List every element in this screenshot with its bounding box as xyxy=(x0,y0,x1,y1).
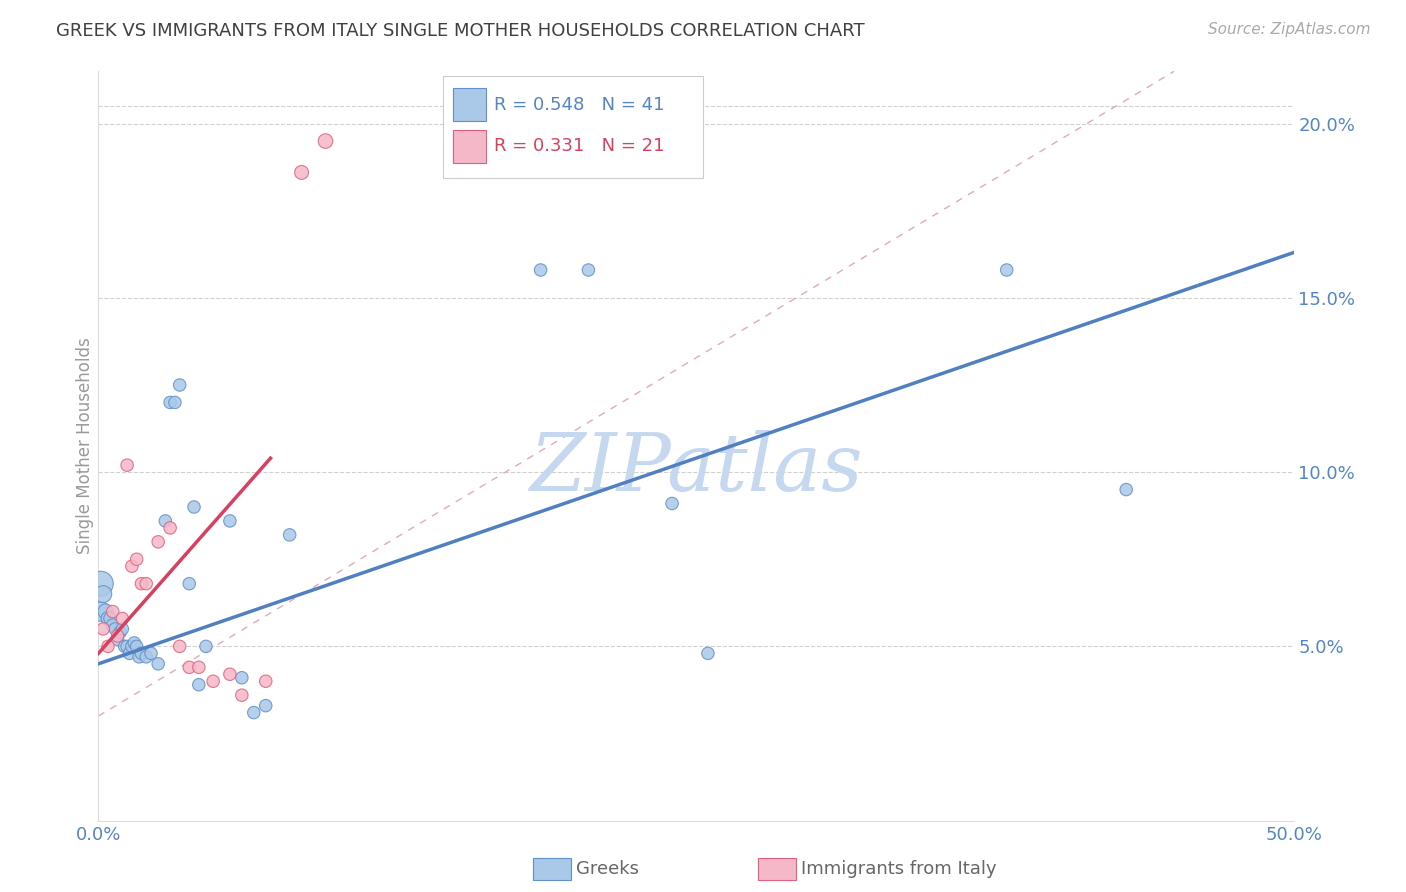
Point xyxy=(101,618,124,632)
Point xyxy=(254,698,277,713)
Point xyxy=(278,528,301,542)
Point xyxy=(243,706,266,720)
Point xyxy=(183,500,205,514)
Point xyxy=(131,646,153,660)
Point xyxy=(90,576,112,591)
Point xyxy=(219,667,242,681)
Point xyxy=(179,576,201,591)
Point xyxy=(135,649,157,664)
Text: Greeks: Greeks xyxy=(576,860,640,878)
Text: Source: ZipAtlas.com: Source: ZipAtlas.com xyxy=(1208,22,1371,37)
Point xyxy=(111,622,134,636)
Point xyxy=(111,611,134,625)
Point xyxy=(315,134,337,148)
Text: Immigrants from Italy: Immigrants from Italy xyxy=(801,860,997,878)
Point xyxy=(135,576,157,591)
Point xyxy=(131,576,153,591)
Text: ZIPatlas: ZIPatlas xyxy=(529,430,863,508)
Point xyxy=(530,263,553,277)
Point xyxy=(231,688,253,702)
Point xyxy=(169,378,191,392)
Y-axis label: Single Mother Households: Single Mother Households xyxy=(76,338,94,554)
Point xyxy=(125,552,148,566)
Point xyxy=(107,632,129,647)
Point xyxy=(108,625,131,640)
Point xyxy=(104,622,127,636)
Text: R = 0.331   N = 21: R = 0.331 N = 21 xyxy=(494,137,664,155)
Point xyxy=(101,605,124,619)
Point xyxy=(187,660,209,674)
Point xyxy=(163,395,186,409)
Point xyxy=(97,611,120,625)
Point xyxy=(125,640,148,654)
Point xyxy=(98,611,122,625)
Point xyxy=(159,521,181,535)
Point xyxy=(219,514,242,528)
Point xyxy=(202,674,225,689)
Point xyxy=(291,165,314,179)
Point xyxy=(128,649,150,664)
Point xyxy=(91,622,114,636)
Text: GREEK VS IMMIGRANTS FROM ITALY SINGLE MOTHER HOUSEHOLDS CORRELATION CHART: GREEK VS IMMIGRANTS FROM ITALY SINGLE MO… xyxy=(56,22,865,40)
Point xyxy=(115,640,138,654)
Point xyxy=(118,646,141,660)
Point xyxy=(661,496,683,510)
Text: R = 0.548   N = 41: R = 0.548 N = 41 xyxy=(494,96,664,114)
Point xyxy=(115,458,138,472)
Point xyxy=(195,640,218,654)
Point xyxy=(124,636,146,650)
Point xyxy=(107,629,129,643)
Point xyxy=(91,587,114,601)
Point xyxy=(148,534,170,549)
Point xyxy=(121,640,143,654)
Point xyxy=(121,559,143,574)
Point xyxy=(697,646,720,660)
Point xyxy=(169,640,191,654)
Point xyxy=(155,514,177,528)
Point xyxy=(97,640,120,654)
Point xyxy=(254,674,277,689)
Point xyxy=(148,657,170,671)
Point xyxy=(187,678,209,692)
Point xyxy=(578,263,600,277)
Point xyxy=(94,605,117,619)
Point xyxy=(231,671,253,685)
Point xyxy=(90,605,112,619)
Point xyxy=(995,263,1018,277)
Point xyxy=(114,640,136,654)
Point xyxy=(139,646,162,660)
Point xyxy=(1115,483,1137,497)
Point xyxy=(179,660,201,674)
Point xyxy=(159,395,181,409)
